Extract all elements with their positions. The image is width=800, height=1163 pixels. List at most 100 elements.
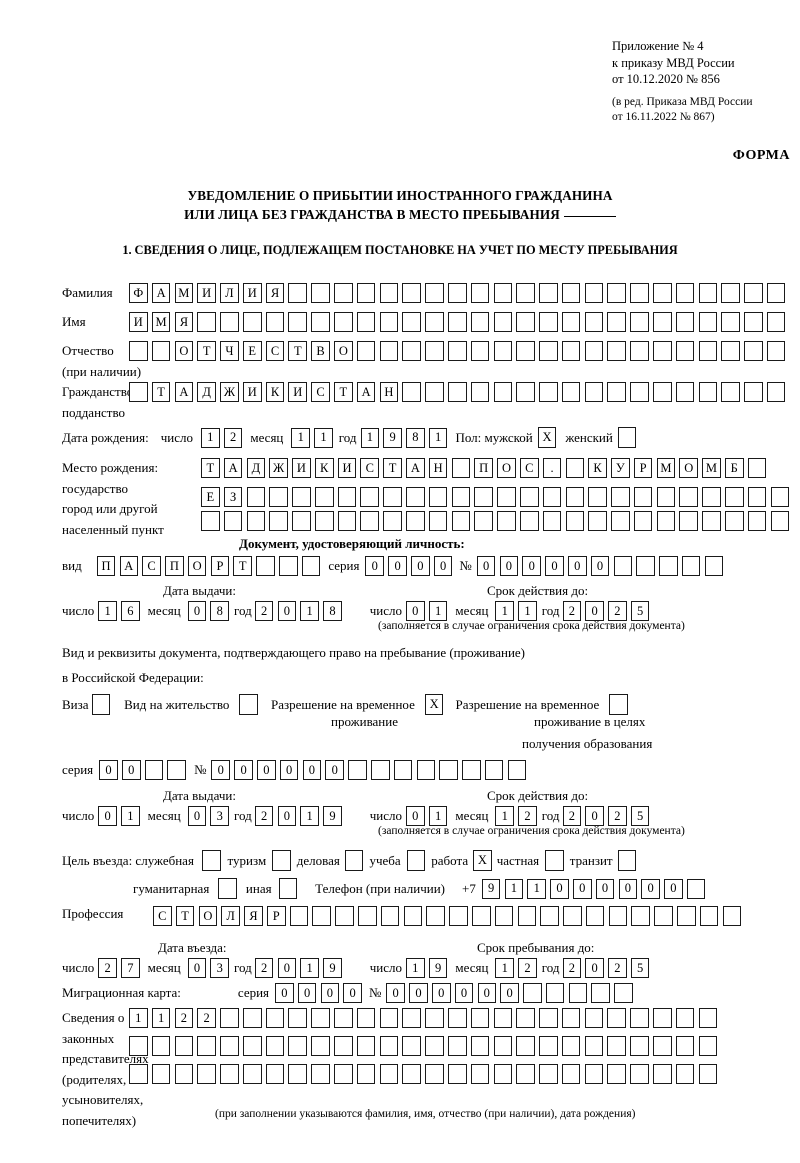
form-cell[interactable] — [542, 487, 562, 507]
form-cell[interactable] — [744, 382, 763, 402]
form-cell[interactable]: 0 — [595, 878, 615, 899]
form-cell[interactable]: 0 — [618, 878, 638, 899]
form-cell[interactable]: М — [151, 312, 171, 332]
form-cell[interactable] — [652, 1008, 672, 1028]
purpose-business-checkbox[interactable] — [344, 850, 364, 871]
form-cell[interactable]: 1 — [200, 427, 220, 448]
form-cell[interactable] — [151, 1064, 171, 1084]
form-cell[interactable] — [242, 1008, 262, 1028]
form-cell[interactable]: 0 — [572, 878, 592, 899]
form-cell[interactable]: 2 — [518, 958, 537, 978]
form-cell[interactable] — [675, 283, 695, 303]
form-cell[interactable] — [494, 906, 514, 926]
form-cell[interactable]: 1 — [428, 601, 448, 621]
form-cell[interactable]: С — [311, 382, 330, 402]
form-cell[interactable] — [652, 312, 672, 332]
form-cell[interactable] — [497, 511, 516, 531]
form-cell[interactable] — [265, 1008, 285, 1028]
form-cell[interactable]: 2 — [608, 806, 627, 826]
form-cell[interactable]: С — [519, 458, 539, 478]
form-cell[interactable] — [334, 1036, 353, 1056]
form-cell[interactable] — [425, 382, 444, 402]
form-cell[interactable] — [744, 341, 763, 361]
form-cell[interactable]: 2 — [608, 601, 627, 621]
form-cell[interactable]: 8 — [210, 601, 230, 621]
form-cell[interactable]: 0 — [187, 958, 207, 978]
form-cell[interactable] — [539, 1064, 558, 1084]
form-cell[interactable] — [288, 1036, 308, 1056]
form-cell[interactable] — [607, 312, 626, 332]
form-cell[interactable]: 0 — [522, 556, 541, 576]
form-cell[interactable] — [470, 341, 490, 361]
form-cell[interactable] — [652, 1064, 672, 1084]
form-cell[interactable] — [561, 1036, 581, 1056]
form-cell[interactable] — [312, 906, 332, 926]
form-cell[interactable]: Т — [334, 382, 353, 402]
form-cell[interactable] — [379, 1036, 399, 1056]
form-cell[interactable] — [516, 283, 535, 303]
form-cell[interactable] — [356, 283, 376, 303]
form-cell[interactable]: О — [679, 458, 698, 478]
form-cell[interactable]: А — [119, 556, 139, 576]
form-cell[interactable]: Н — [428, 458, 448, 478]
form-cell[interactable] — [493, 1036, 513, 1056]
form-cell[interactable] — [591, 983, 610, 1003]
form-cell[interactable] — [614, 983, 633, 1003]
form-cell[interactable]: 1 — [291, 427, 310, 448]
form-cell[interactable]: 1 — [300, 601, 319, 621]
form-cell[interactable] — [770, 487, 790, 507]
form-cell[interactable]: 3 — [210, 806, 230, 826]
form-cell[interactable] — [698, 382, 718, 402]
form-cell[interactable] — [360, 511, 380, 531]
form-cell[interactable]: Т — [383, 458, 402, 478]
purpose-humanitarian-checkbox[interactable] — [218, 878, 237, 899]
form-cell[interactable]: М — [174, 283, 194, 303]
form-cell[interactable] — [447, 382, 467, 402]
form-cell[interactable] — [633, 487, 653, 507]
form-cell[interactable] — [517, 906, 537, 926]
form-cell[interactable]: 2 — [254, 958, 274, 978]
form-cell[interactable] — [402, 1064, 421, 1084]
form-cell[interactable] — [588, 487, 607, 507]
form-cell[interactable]: Т — [175, 906, 195, 926]
sex-female-checkbox[interactable] — [617, 427, 637, 448]
form-cell[interactable] — [335, 906, 354, 926]
form-cell[interactable]: А — [174, 382, 194, 402]
residence-permit-checkbox[interactable] — [239, 694, 259, 715]
form-cell[interactable] — [561, 341, 581, 361]
form-cell[interactable] — [379, 1008, 399, 1028]
form-cell[interactable]: Т — [197, 341, 216, 361]
form-cell[interactable] — [584, 1064, 604, 1084]
form-cell[interactable] — [698, 341, 718, 361]
form-cell[interactable] — [568, 983, 588, 1003]
form-cell[interactable]: О — [198, 906, 218, 926]
form-cell[interactable] — [314, 511, 334, 531]
form-cell[interactable]: 1 — [98, 601, 117, 621]
form-cell[interactable] — [451, 487, 471, 507]
form-cell[interactable]: 0 — [320, 983, 340, 1003]
form-cell[interactable] — [197, 312, 216, 332]
purpose-service-checkbox[interactable] — [201, 850, 221, 871]
form-cell[interactable]: С — [153, 906, 172, 926]
form-cell[interactable]: О — [334, 341, 353, 361]
form-cell[interactable] — [379, 1064, 399, 1084]
form-cell[interactable]: И — [288, 382, 308, 402]
form-cell[interactable] — [561, 382, 581, 402]
form-cell[interactable] — [686, 878, 706, 899]
form-cell[interactable]: Я — [265, 283, 285, 303]
form-cell[interactable] — [337, 487, 357, 507]
form-cell[interactable] — [721, 341, 740, 361]
form-cell[interactable] — [402, 382, 421, 402]
form-cell[interactable] — [675, 1008, 695, 1028]
form-cell[interactable] — [584, 312, 604, 332]
form-cell[interactable] — [425, 1036, 444, 1056]
trp-edu-checkbox[interactable] — [609, 694, 628, 715]
form-cell[interactable] — [167, 760, 187, 780]
form-cell[interactable] — [523, 983, 542, 1003]
form-cell[interactable] — [519, 511, 539, 531]
form-cell[interactable] — [747, 458, 767, 478]
form-cell[interactable] — [311, 312, 330, 332]
form-cell[interactable]: А — [406, 458, 425, 478]
form-cell[interactable] — [766, 341, 786, 361]
form-cell[interactable]: 9 — [323, 958, 342, 978]
